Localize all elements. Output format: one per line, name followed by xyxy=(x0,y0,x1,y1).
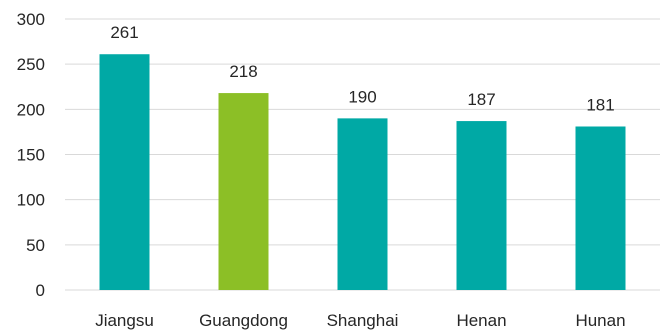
bar-henan xyxy=(456,121,507,291)
category-label-henan: Henan xyxy=(456,311,506,330)
y-tick-label: 300 xyxy=(17,10,45,29)
bar-jiangsu xyxy=(99,54,150,291)
y-tick-label: 150 xyxy=(17,146,45,165)
category-label-hunan: Hunan xyxy=(575,311,625,330)
y-axis-tick-labels: 0 50 100 150 200 250 300 xyxy=(17,10,45,300)
y-tick-label: 250 xyxy=(17,55,45,74)
category-label-jiangsu: Jiangsu xyxy=(95,311,154,330)
data-label-guangdong: 218 xyxy=(229,62,257,81)
y-tick-label: 50 xyxy=(26,236,45,255)
data-label-jiangsu: 261 xyxy=(110,23,138,42)
bars xyxy=(99,54,626,291)
category-label-guangdong: Guangdong xyxy=(199,311,288,330)
category-label-shanghai: Shanghai xyxy=(327,311,399,330)
data-label-hunan: 181 xyxy=(586,95,614,114)
bar-shanghai xyxy=(337,118,388,290)
data-label-henan: 187 xyxy=(467,90,495,109)
x-axis-category-labels: Jiangsu Guangdong Shanghai Henan Hunan xyxy=(95,311,625,330)
y-tick-label: 0 xyxy=(36,281,45,300)
y-tick-label: 100 xyxy=(17,191,45,210)
bar-guangdong xyxy=(218,93,269,290)
data-labels: 261 218 190 187 181 xyxy=(110,23,614,114)
y-tick-label: 200 xyxy=(17,100,45,119)
data-label-shanghai: 190 xyxy=(348,87,376,106)
bar-hunan xyxy=(575,126,626,290)
